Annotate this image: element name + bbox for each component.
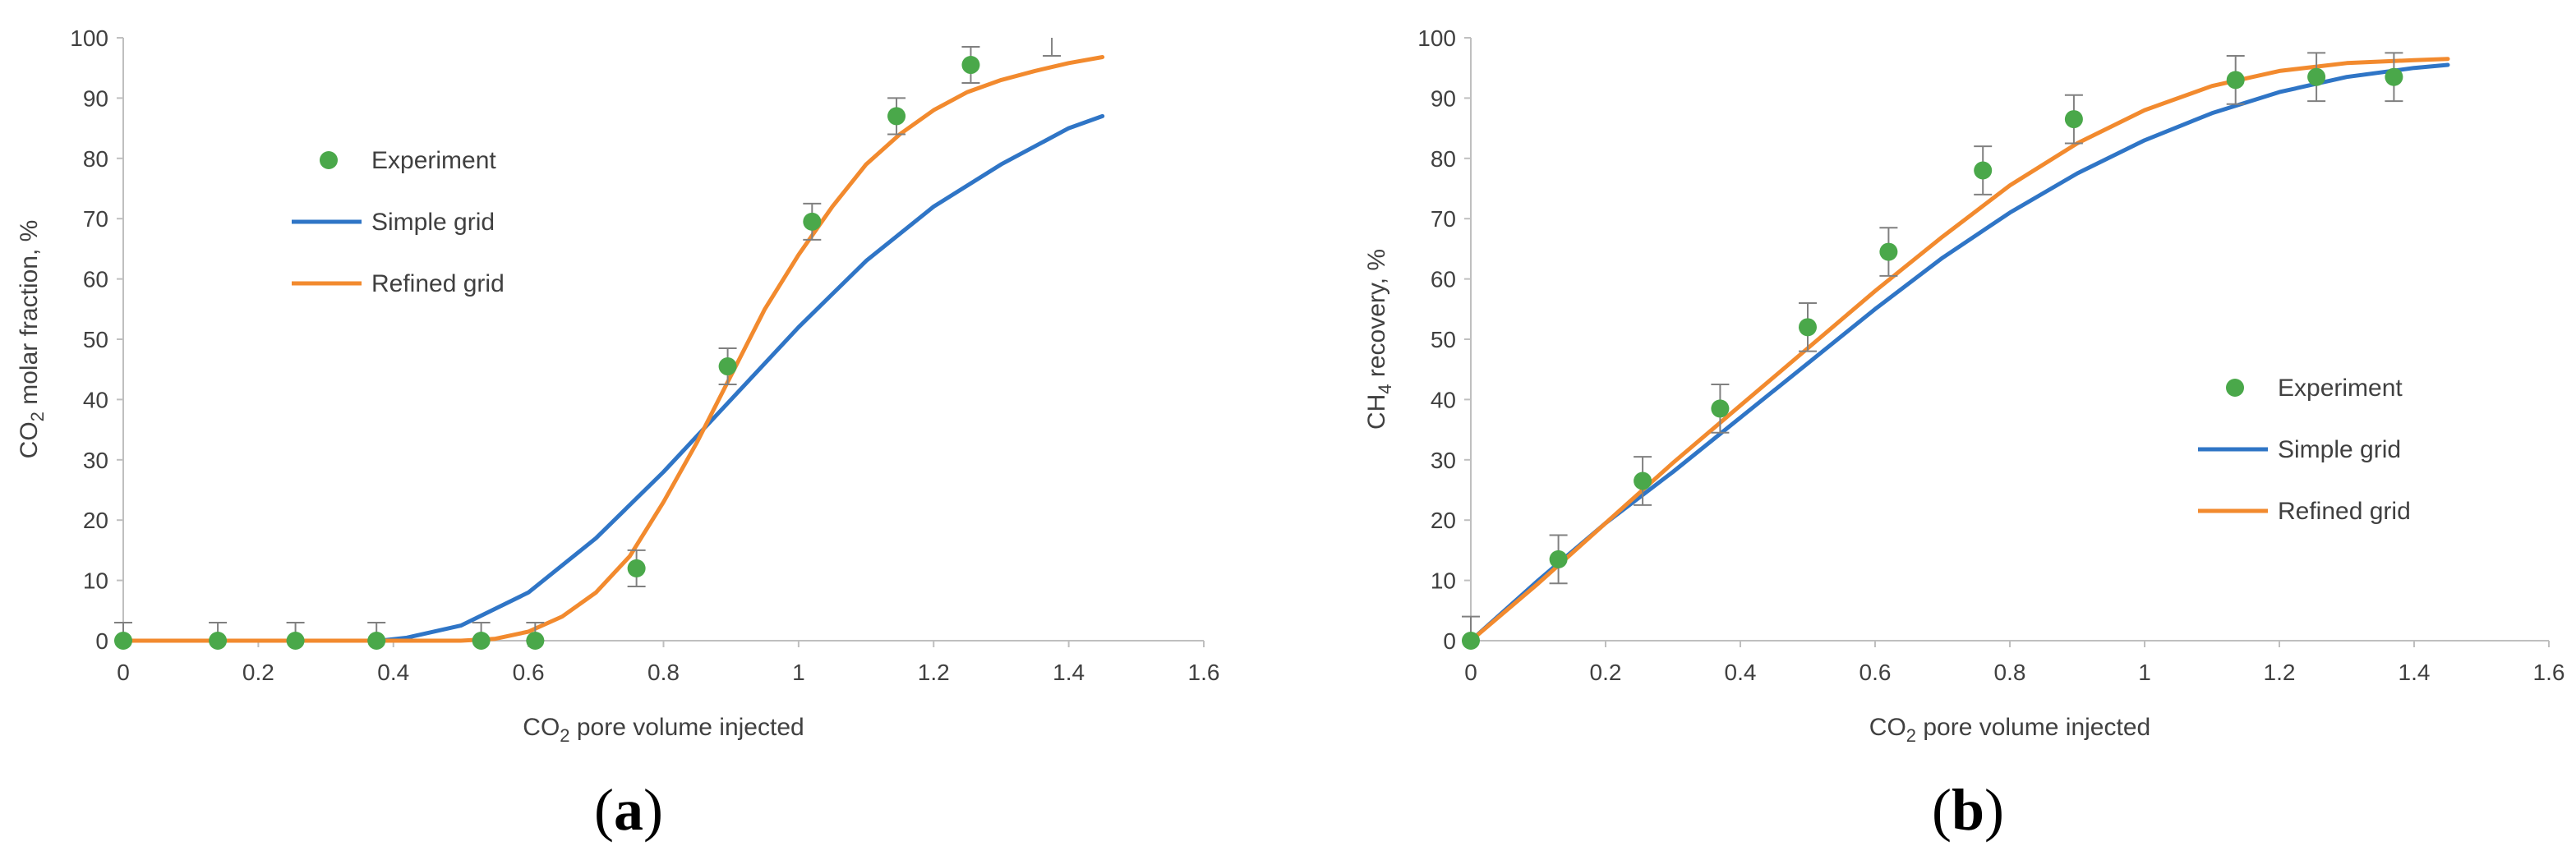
experiment-point xyxy=(1799,318,1817,337)
legend-label-refined: Refined grid xyxy=(371,270,505,297)
y-tick-label: 10 xyxy=(1431,568,1456,594)
experiment-point xyxy=(961,56,980,75)
y-tick-label: 30 xyxy=(1431,448,1456,473)
experiment-point xyxy=(2385,67,2403,86)
y-tick-label: 10 xyxy=(83,568,108,594)
y-tick-label: 40 xyxy=(1431,387,1456,412)
refined-grid-line xyxy=(1468,57,2450,643)
legend-marker-experiment xyxy=(2226,379,2244,397)
legend: Experiment Simple grid Refined grid xyxy=(2198,375,2411,525)
y-tick-label: 50 xyxy=(83,327,108,352)
experiment-point xyxy=(114,632,132,650)
x-tick-label: 0.4 xyxy=(1725,660,1757,685)
x-tick-label: 0 xyxy=(1464,660,1477,685)
experiment-point xyxy=(1879,242,1898,261)
experiment-point xyxy=(1549,550,1568,568)
x-tick-label: 0.2 xyxy=(242,660,274,685)
y-tick-label: 60 xyxy=(1431,267,1456,292)
x-tick-label: 1.4 xyxy=(1053,660,1085,685)
y-tick-label: 100 xyxy=(70,25,108,51)
x-tick-label: 1 xyxy=(792,660,805,685)
x-tick-label: 1.2 xyxy=(918,660,950,685)
y-tick-label: 100 xyxy=(1417,25,1456,51)
y-axis-title: CH4 recovery, % xyxy=(1363,249,1395,430)
y-axis-title: CO2 molar fraction, % xyxy=(16,220,48,459)
experiment-point xyxy=(1974,161,1993,180)
legend-label-experiment: Experiment xyxy=(371,147,496,174)
experiment-point xyxy=(209,632,228,650)
experiment-point xyxy=(803,212,822,231)
x-tick-label: 0.4 xyxy=(377,660,409,685)
y-tick-label: 90 xyxy=(83,85,108,111)
x-tick-label: 0.8 xyxy=(1994,660,2026,685)
y-tick-label: 20 xyxy=(83,508,108,533)
x-tick-label: 1.6 xyxy=(2533,660,2565,685)
experiment-point xyxy=(718,357,737,376)
y-tick-label: 50 xyxy=(1431,327,1456,352)
legend: Experiment Simple grid Refined grid xyxy=(292,147,505,297)
panel-b: 0 10 20 30 40 50 60 70 80 90 100 0 0.2 0.4 0.6 0.8 1 1.2 1… xyxy=(1363,25,2564,843)
experiment-point xyxy=(2064,110,2083,129)
y-tick-label: 0 xyxy=(1443,628,1456,654)
x-tick-label: 0 xyxy=(117,660,130,685)
experiment-point xyxy=(1462,632,1480,650)
x-tick-label: 1.6 xyxy=(1188,660,1220,685)
y-tick-label: 80 xyxy=(1431,146,1456,172)
experiment-point xyxy=(472,632,491,650)
refined-grid-line xyxy=(121,55,1105,643)
simple-grid-line xyxy=(121,113,1105,643)
legend-label-simple: Simple grid xyxy=(371,209,495,236)
panel-a: 0 10 20 30 40 50 60 70 80 90 100 0 0.2 0.4 0.6 0.8 1 1.2 1… xyxy=(16,25,1219,843)
experiment-point xyxy=(2226,71,2245,90)
experiment-point xyxy=(887,107,906,126)
y-tick-label: 90 xyxy=(1431,85,1456,111)
x-tick-label: 0.6 xyxy=(1859,660,1892,685)
experiment-point xyxy=(286,632,305,650)
legend-label-experiment: Experiment xyxy=(2278,375,2403,402)
experiment-point xyxy=(367,632,386,650)
y-tick-label: 30 xyxy=(83,448,108,473)
legend-label-simple: Simple grid xyxy=(2278,436,2401,463)
y-tick-label: 40 xyxy=(83,387,108,412)
x-tick-label: 1.4 xyxy=(2399,660,2431,685)
experiment-point xyxy=(1634,471,1652,490)
y-tick-label: 70 xyxy=(83,206,108,232)
x-tick-label: 0.2 xyxy=(1590,660,1622,685)
y-tick-label: 70 xyxy=(1431,206,1456,232)
x-tick-label: 0.8 xyxy=(647,660,680,685)
x-tick-label: 0.6 xyxy=(513,660,545,685)
y-tick-label: 20 xyxy=(1431,508,1456,533)
experiment-point xyxy=(1711,399,1730,418)
y-tick-label: 0 xyxy=(95,628,108,654)
x-axis-title: CO2 pore volume injected xyxy=(523,714,804,746)
legend-label-refined: Refined grid xyxy=(2278,498,2411,525)
x-axis-title: CO2 pore volume injected xyxy=(1869,714,2150,746)
panel-label: (a) xyxy=(594,777,663,843)
experiment-point xyxy=(2307,67,2326,86)
x-tick-label: 1.2 xyxy=(2264,660,2296,685)
x-tick-label: 1 xyxy=(2138,660,2151,685)
experiment-point xyxy=(627,559,646,577)
experiment-point xyxy=(526,632,545,650)
y-tick-label: 60 xyxy=(83,267,108,292)
legend-marker-experiment xyxy=(320,151,338,169)
panel-label: (b) xyxy=(1932,777,2004,843)
y-tick-label: 80 xyxy=(83,146,108,172)
simple-grid-line xyxy=(1468,62,2450,643)
